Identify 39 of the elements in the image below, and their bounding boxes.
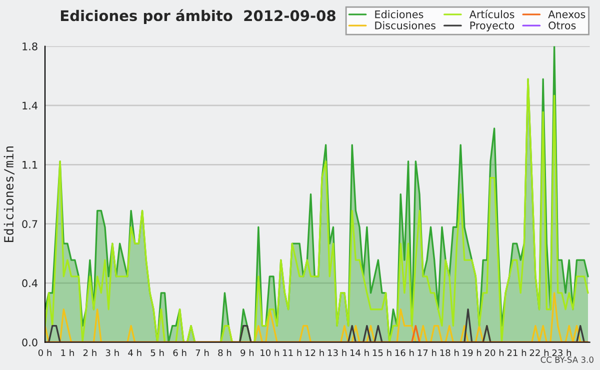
- text: CC BY-SA 3.0: [540, 356, 594, 363]
- legend-label: Ediciones: [375, 10, 424, 18]
- chart-title: Ediciones por ámbito 2012-09-08: [60, 9, 336, 24]
- x-tick-label: 9 h: [240, 349, 254, 356]
- y-tick-label: 0.0: [22, 338, 38, 346]
- x-tick-label: 20 h: [484, 349, 504, 356]
- x-tick-label: 16 h: [395, 349, 414, 356]
- x-tick-label: 2 h: [83, 349, 96, 356]
- x-tick-label: 10 h: [260, 349, 279, 356]
- x-tick-label: 21 h: [507, 349, 526, 356]
- x-tick-label: 12 h: [306, 349, 324, 356]
- x-tick-label: 11 h: [283, 349, 302, 356]
- x-tick-label: 17 h: [418, 349, 436, 356]
- y-tick-label: 1.4: [22, 102, 38, 110]
- x-tick-label: 15 h: [372, 349, 392, 356]
- legend-label: Discusiones: [375, 21, 436, 30]
- legend-label: Artículos: [469, 10, 514, 18]
- x-tick-label: 13 h: [328, 349, 346, 356]
- x-tick-label: 7 h: [196, 349, 209, 356]
- y-tick-label: 0.4: [22, 279, 38, 288]
- y-tick-label: 1.8: [22, 42, 38, 50]
- x-tick-label: 8 h: [218, 349, 232, 356]
- x-tick-label: 18 h: [440, 349, 459, 356]
- y-tick-label: 0.7: [22, 220, 38, 228]
- x-tick-label: 19 h: [462, 349, 482, 356]
- x-tick-label: 1 h: [61, 349, 74, 356]
- x-tick-label: 14 h: [350, 349, 369, 356]
- y-axis-title: Ediciones/min: [4, 146, 14, 242]
- x-tick-label: 0 h: [38, 349, 52, 356]
- x-tick-label: 5 h: [150, 349, 164, 356]
- legend-label: Otros: [548, 21, 576, 30]
- x-tick-label: 3 h: [106, 349, 119, 356]
- x-tick-label: 6 h: [173, 349, 186, 356]
- legend-label: Anexos: [548, 10, 586, 18]
- y-tick-label: 1.1: [22, 161, 38, 169]
- x-tick-label: 4 h: [128, 349, 142, 356]
- x-tick-label: 22 h: [530, 349, 549, 356]
- legend-label: Proyecto: [470, 22, 514, 32]
- x-tick-label: 23 h: [552, 349, 571, 356]
